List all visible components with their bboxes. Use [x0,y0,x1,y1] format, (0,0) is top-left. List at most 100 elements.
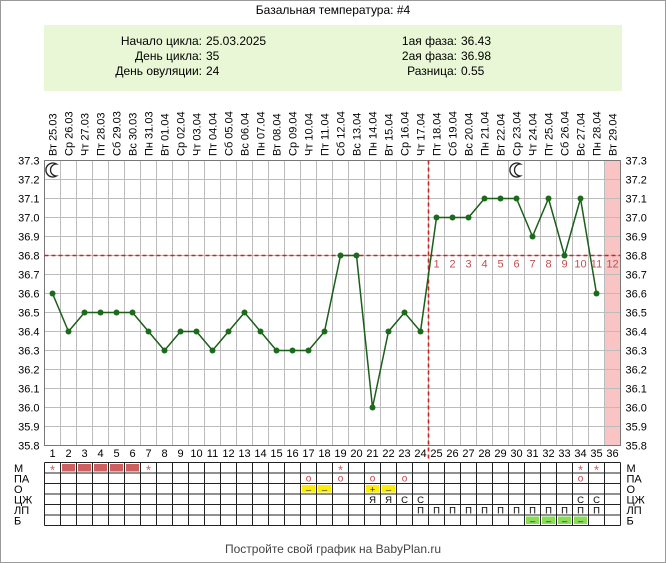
x-date-label: Чт 27.03 [80,113,92,156]
luteal-phase-mark: П [449,506,456,517]
luteal-phase-mark: П [561,506,568,517]
phase2-value: 36.98 [461,49,492,63]
intercourse-mark: о [306,474,312,485]
x-day-number: 15 [270,448,282,460]
pregnancy-test-mark: – [546,516,552,527]
table-row-label-right: О [627,484,636,496]
x-day-number: 11 [207,448,218,460]
x-day-number: 36 [606,448,618,460]
footer-link[interactable]: Постройте свой график на BabyPlan.ru [224,542,442,556]
luteal-day-label: 12 [606,259,618,271]
pregnancy-test-cell [558,516,571,524]
y-tick-label-right: 36.1 [626,384,647,396]
y-tick-label-right: 36.9 [626,232,647,244]
temperature-point [209,347,216,354]
y-tick-label-right: 35.8 [626,441,647,453]
y-tick-label-left: 35.8 [18,441,39,453]
x-date-label: Чт 24.04 [528,113,540,156]
y-tick-label-left: 36.4 [18,327,39,339]
x-day-number: 7 [145,448,151,460]
x-day-number: 12 [222,448,234,460]
table-row-label-right: ПА [627,474,643,486]
temperature-point [273,347,280,354]
x-date-label: Вт 08.04 [272,113,284,156]
temperature-point [513,195,520,202]
luteal-phase-mark: П [481,506,488,517]
y-tick-label-right: 36.8 [626,251,647,263]
temperature-point [49,290,56,297]
temperature-point [241,309,248,316]
y-tick-label-left: 36.1 [18,384,39,396]
table-row-label-right: Б [627,516,634,528]
luteal-phase-mark: П [465,506,472,517]
y-tick-label-left: 36.8 [18,251,39,263]
x-date-label: Пт 04.04 [208,112,220,156]
menstruation-star: * [146,463,151,478]
x-date-label: Сб 29.03 [112,111,124,156]
x-day-number: 21 [366,448,378,460]
x-date-label: Ср 26.03 [64,111,76,156]
temperature-line [51,196,598,408]
cycle-info-panel: Начало цикла: 25.03.2025 День цикла: 35 … [44,25,622,91]
phase1-label: 1ая фаза: [401,34,457,48]
pregnancy-test-cell [542,516,555,524]
x-date-label: Сб 05.04 [224,111,236,156]
luteal-day-label: 11 [591,259,602,271]
temperature-point [545,195,552,202]
luteal-day-label: 6 [513,259,519,271]
x-date-label: Пн 07.04 [256,111,268,156]
menstruation-star: * [50,463,55,478]
y-tick-label-right: 37.0 [626,213,647,225]
table-row-label-right: М [627,463,636,475]
cervical-mucus-mark: С [577,495,584,506]
moon-icon [45,162,59,178]
intercourse-mark: о [370,474,376,485]
x-date-label: Чт 17.04 [416,113,428,156]
x-day-number: 3 [81,448,87,460]
cervical-mucus-mark: С [401,495,408,506]
y-tick-label-left: 37.1 [18,194,39,206]
x-day-number: 34 [574,448,586,460]
temperature-point [257,328,264,335]
ovulation-test-cell [318,485,331,493]
intercourse-mark: о [578,474,584,485]
menstruation-cell [62,464,75,472]
ovulation-test-cell [302,485,315,493]
table-row-label-left: М [14,463,23,475]
x-day-number: 28 [478,448,490,460]
x-date-label: Пн 31.03 [144,111,156,156]
chart-title: Базальная температура: #4 [255,3,411,17]
luteal-phase-mark: П [545,506,552,517]
x-day-number: 26 [446,448,458,460]
x-date-label: Чт 10.04 [304,113,316,156]
temperature-point [321,328,328,335]
table-row-label-right: ЛП [627,505,642,517]
x-day-number: 31 [526,448,538,460]
y-tick-label-right: 36.4 [626,327,647,339]
phase1-value: 36.43 [461,34,492,48]
phase2-label: 2ая фаза: [401,49,457,63]
menstruation-star: * [578,463,583,478]
x-date-label: Вс 20.04 [464,113,476,156]
x-date-label: Вс 06.04 [240,113,252,156]
x-day-number: 6 [129,448,135,460]
menstruation-cell [78,464,91,472]
y-tick-label-right: 36.3 [626,346,647,358]
x-date-label: Вс 27.04 [576,113,588,156]
y-tick-label-left: 36.2 [18,365,39,377]
x-date-label: Пн 14.04 [368,111,380,156]
temperature-point [337,252,344,259]
luteal-day-label: 3 [465,259,471,271]
y-tick-label-left: 35.9 [18,422,39,434]
table-row-label-right: ЦЖ [627,495,645,507]
luteal-day-label: 1 [433,259,439,271]
table-row-label-left: ПА [14,474,30,486]
temperature-point [577,195,584,202]
x-day-number: 23 [398,448,410,460]
x-day-number: 20 [350,448,362,460]
pregnancy-test-mark: – [530,516,536,527]
x-day-number: 25 [430,448,442,460]
x-day-number: 19 [334,448,346,460]
temperature-point [145,328,152,335]
